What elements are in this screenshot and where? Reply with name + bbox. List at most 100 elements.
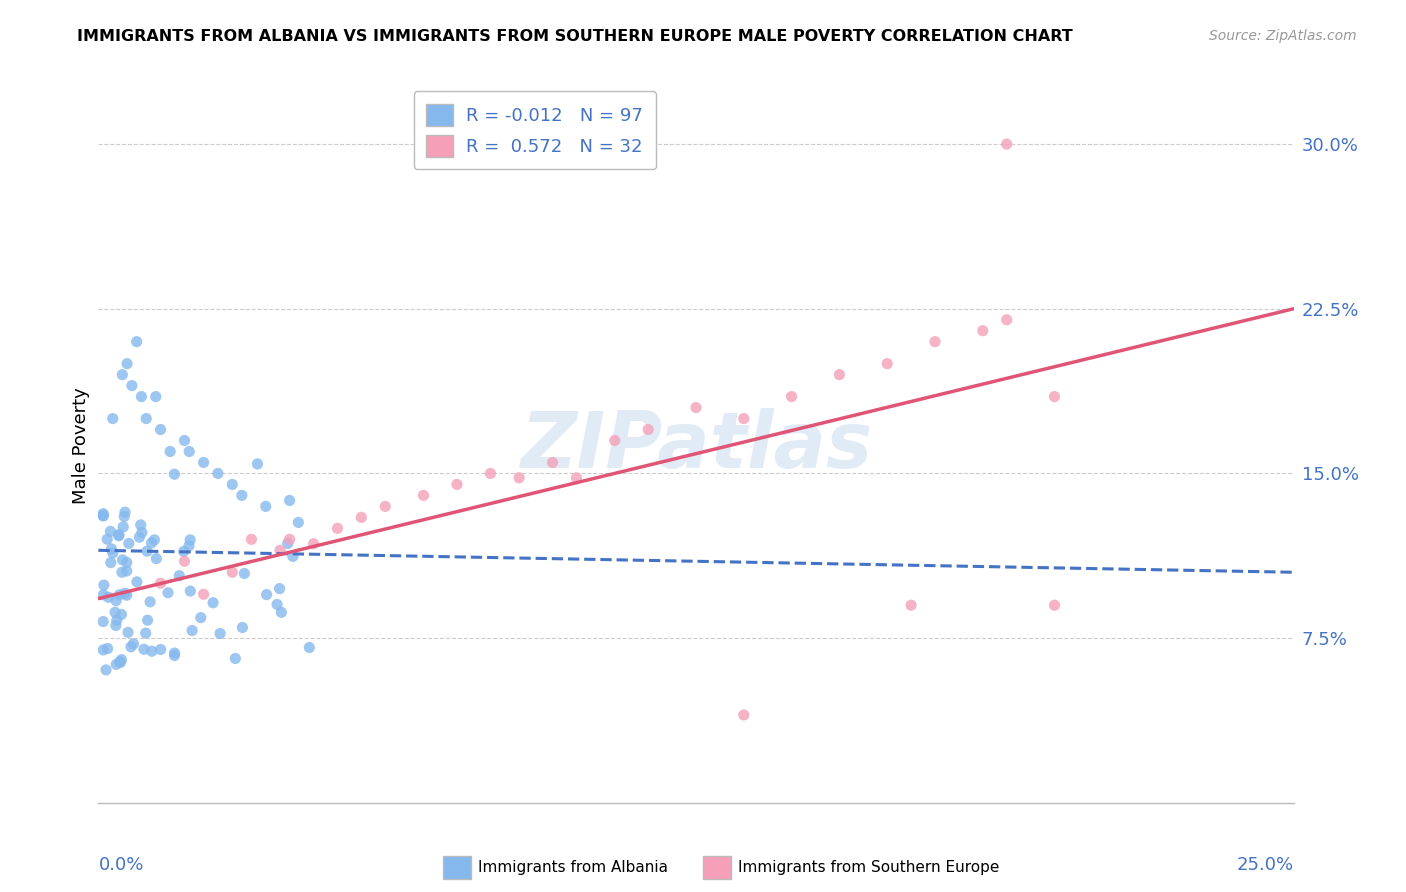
Point [129,518,152,533]
Point [302,537,325,551]
Point [350,510,373,524]
Point [91,615,114,629]
Point [508,471,530,485]
Point [278,493,301,508]
Point [125,574,148,589]
Point [603,434,626,448]
Point [374,500,396,514]
Point [246,457,269,471]
Point [120,640,142,654]
Point [100,524,122,539]
Point [112,520,135,534]
Point [277,536,299,550]
Point [269,582,291,596]
Point [111,553,134,567]
Point [111,368,134,382]
Point [270,605,292,619]
Point [108,527,131,541]
Point [190,610,212,624]
Point [156,585,179,599]
Point [412,488,434,502]
Legend: R = -0.012   N = 97, R =  0.572   N = 32: R = -0.012 N = 97, R = 0.572 N = 32 [413,91,655,169]
Point [209,626,232,640]
Point [143,533,166,547]
Point [149,423,172,437]
Point [100,541,122,556]
Point [97,591,120,605]
Point [112,509,135,524]
Point [224,651,246,665]
Y-axis label: Male Poverty: Male Poverty [72,388,90,504]
Point [114,586,136,600]
Point [254,500,277,514]
Point [637,423,659,437]
Point [125,334,148,349]
Point [115,556,138,570]
Point [173,544,195,558]
Point [128,530,150,544]
Point [173,554,195,568]
Text: Immigrants from Albania: Immigrants from Albania [478,861,668,875]
Point [1043,390,1066,404]
Point [110,607,132,622]
Point [91,508,114,523]
Text: ZIPatlas: ZIPatlas [520,408,872,484]
Point [135,411,157,425]
Text: 25.0%: 25.0% [1236,856,1294,874]
Point [179,533,201,547]
Point [91,507,114,521]
Point [266,598,288,612]
Point [1043,598,1066,612]
Point [326,521,349,535]
Point [828,368,851,382]
Point [105,593,128,607]
Point [231,488,253,502]
Point [221,566,243,580]
Point [179,584,201,599]
Point [446,477,468,491]
Point [159,444,181,458]
Point [132,642,155,657]
Point [136,544,159,558]
Point [876,357,898,371]
Point [117,625,139,640]
Point [122,637,145,651]
Point [91,508,114,523]
Point [105,657,128,672]
Point [240,533,263,547]
Point [131,390,153,404]
Point [179,444,201,458]
Point [100,556,122,570]
Point [93,578,115,592]
Point [298,640,321,655]
Point [269,543,291,558]
Point [110,653,132,667]
Point [136,613,159,627]
Point [131,525,153,540]
Point [202,596,225,610]
Point [149,576,172,591]
Point [972,324,994,338]
Point [995,312,1018,326]
Point [181,624,204,638]
Point [115,588,138,602]
Point [118,536,141,550]
Point [900,598,922,612]
Point [139,595,162,609]
Text: 0.0%: 0.0% [98,856,143,874]
Point [108,655,131,669]
Point [733,411,755,425]
Point [231,621,253,635]
Point [114,505,136,519]
Point [115,357,138,371]
Point [104,605,127,619]
Point [733,708,755,723]
Point [193,455,215,469]
Text: Immigrants from Southern Europe: Immigrants from Southern Europe [738,861,1000,875]
Point [780,390,803,404]
Point [173,434,195,448]
Point [141,644,163,658]
Point [924,334,946,349]
Point [221,477,243,491]
Point [145,390,167,404]
